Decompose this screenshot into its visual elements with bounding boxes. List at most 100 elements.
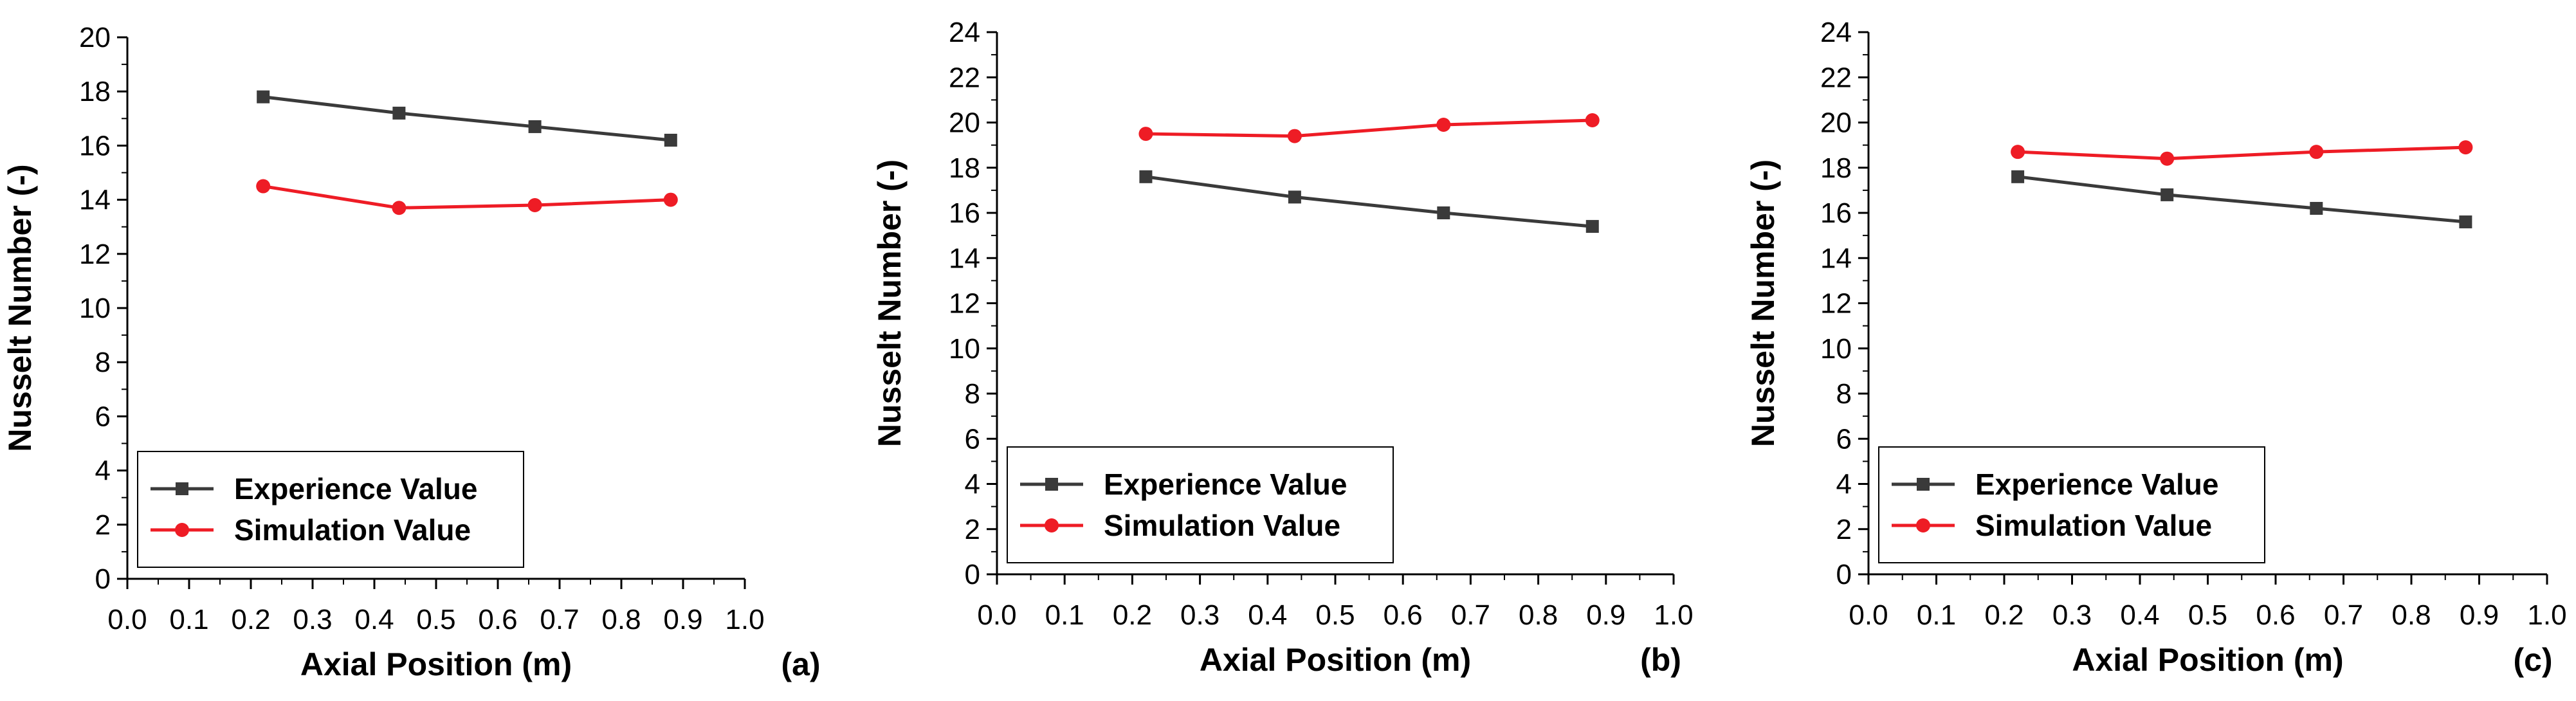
x-tick-label: 0.4 — [1248, 599, 1287, 631]
data-point-square — [1139, 170, 1153, 183]
x-tick-label: 1.0 — [1654, 599, 1693, 631]
series-line-2 — [262, 185, 671, 210]
x-tick-label: 0.4 — [354, 604, 394, 635]
x-tick-label: 0.3 — [293, 604, 332, 635]
y-tick-label: 22 — [949, 62, 980, 93]
data-point-square — [1288, 190, 1301, 204]
legend-label: Experience Value — [234, 472, 477, 505]
data-point-circle — [2160, 151, 2175, 166]
series-line-1 — [262, 95, 671, 142]
x-tick-label: 0.9 — [663, 604, 702, 635]
x-tick-label: 1.0 — [2527, 599, 2566, 631]
x-tick-label: 0.7 — [1451, 599, 1490, 631]
x-tick-label: 0.7 — [540, 604, 579, 635]
legend-marker-square — [176, 482, 188, 495]
data-point-circle — [1585, 113, 1600, 127]
data-point-square — [2160, 188, 2174, 201]
legend-marker-circle — [1045, 518, 1059, 533]
legend-box — [1007, 446, 1394, 563]
y-tick-label: 14 — [949, 242, 980, 274]
data-point-circle — [1287, 129, 1302, 143]
series-line-2 — [2017, 145, 2466, 161]
x-tick-label: 0.8 — [1519, 599, 1558, 631]
y-tick-label: 22 — [1820, 62, 1852, 93]
y-tick-label: 20 — [79, 22, 111, 53]
data-point-square — [257, 90, 270, 104]
data-point-circle — [2011, 145, 2025, 159]
data-point-circle — [2458, 140, 2473, 155]
legend-marker-square — [1917, 478, 1930, 491]
y-tick-label: 16 — [1820, 197, 1852, 229]
legend-label: Simulation Value — [234, 513, 471, 547]
series-line-1 — [2017, 175, 2466, 224]
legend-marker-circle — [1916, 518, 1930, 533]
x-tick-label: 0.8 — [2391, 599, 2431, 631]
data-point-square — [392, 106, 406, 120]
legend-marker-circle — [175, 523, 189, 537]
x-tick-label: 0.6 — [2256, 599, 2295, 631]
x-tick-label: 1.0 — [725, 604, 764, 635]
y-tick-label: 12 — [79, 239, 111, 270]
y-axis-title: Nusselt Number (-) — [2, 164, 38, 451]
series-line-1 — [1146, 175, 1593, 228]
data-point-square — [1585, 220, 1599, 233]
panel-label: (a) — [781, 646, 820, 682]
x-axis-title: Axial Position (m) — [2072, 642, 2343, 678]
y-tick-label: 0 — [965, 559, 980, 590]
y-axis-title: Nusselt Number (-) — [872, 159, 908, 447]
data-point-circle — [1138, 127, 1153, 141]
x-tick-label: 0.9 — [2460, 599, 2499, 631]
x-tick-label: 0.5 — [2188, 599, 2227, 631]
y-tick-label: 10 — [1820, 333, 1852, 365]
data-point-circle — [2309, 145, 2324, 159]
y-tick-label: 8 — [1836, 378, 1852, 410]
data-point-circle — [1436, 118, 1451, 132]
x-tick-label: 0.0 — [977, 599, 1016, 631]
y-tick-label: 10 — [949, 333, 980, 365]
x-axis-title: Axial Position (m) — [1200, 642, 1471, 678]
y-tick-label: 2 — [965, 514, 980, 545]
data-point-square — [664, 133, 677, 147]
series-line-2 — [1146, 118, 1593, 138]
x-tick-label: 0.1 — [1917, 599, 1956, 631]
legend-label: Simulation Value — [1975, 509, 2212, 542]
x-tick-label: 0.8 — [601, 604, 641, 635]
legend-label: Experience Value — [1975, 468, 2218, 501]
data-point-square — [2011, 170, 2025, 183]
y-tick-label: 24 — [949, 17, 980, 48]
y-tick-label: 12 — [949, 288, 980, 320]
x-tick-label: 0.6 — [1384, 599, 1423, 631]
x-tick-label: 0.2 — [231, 604, 270, 635]
legend-label: Experience Value — [1104, 468, 1347, 501]
x-tick-label: 0.1 — [169, 604, 208, 635]
y-tick-label: 2 — [1836, 514, 1852, 545]
panel-label: (c) — [2513, 642, 2552, 678]
y-tick-label: 10 — [79, 293, 111, 324]
x-tick-label: 0.5 — [1315, 599, 1355, 631]
legend-label: Simulation Value — [1104, 509, 1340, 542]
x-tick-label: 0.3 — [1180, 599, 1219, 631]
data-point-circle — [527, 198, 542, 213]
x-tick-label: 0.0 — [1849, 599, 1888, 631]
data-point-square — [2459, 215, 2472, 229]
y-tick-label: 6 — [95, 401, 111, 432]
y-tick-label: 8 — [965, 378, 980, 410]
data-point-square — [528, 120, 542, 133]
y-tick-label: 4 — [965, 469, 980, 500]
y-tick-label: 0 — [95, 563, 111, 595]
x-tick-label: 0.9 — [1586, 599, 1625, 631]
y-tick-label: 4 — [1836, 469, 1852, 500]
panel-label: (b) — [1640, 642, 1681, 678]
data-point-circle — [663, 192, 678, 207]
y-tick-label: 24 — [1820, 17, 1852, 48]
y-tick-label: 18 — [79, 76, 111, 107]
x-tick-label: 0.3 — [2052, 599, 2092, 631]
y-tick-label: 8 — [95, 347, 111, 378]
data-point-circle — [256, 179, 271, 194]
y-axis-title: Nusselt Number (-) — [1745, 159, 1781, 447]
y-tick-label: 4 — [95, 455, 111, 487]
x-tick-label: 0.2 — [1113, 599, 1152, 631]
y-tick-label: 6 — [1836, 423, 1852, 455]
